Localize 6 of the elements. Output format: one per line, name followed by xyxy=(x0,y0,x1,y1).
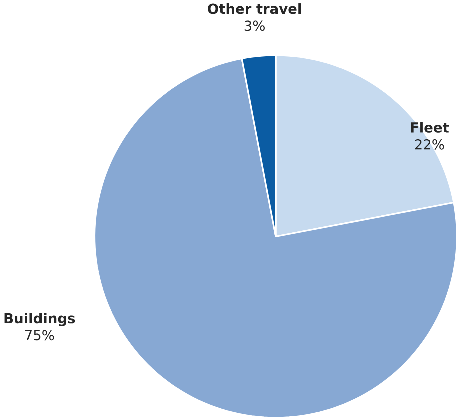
data-label: 3% xyxy=(244,20,265,32)
slice-label: Fleet xyxy=(411,122,450,134)
slice-label: Other travel xyxy=(208,4,302,14)
slice-label: Buildings xyxy=(4,313,76,327)
data-label: 22% xyxy=(415,140,444,150)
data-label: 75% xyxy=(25,330,54,341)
